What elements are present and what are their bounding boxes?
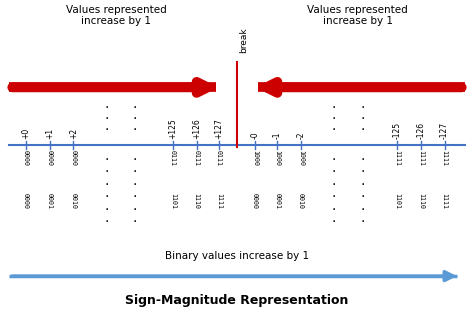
Text: 1101: 1101 [394, 193, 400, 209]
Text: 1111: 1111 [216, 193, 222, 209]
Text: +0: +0 [22, 128, 30, 139]
Text: ·: · [360, 203, 365, 217]
Text: ·: · [360, 190, 365, 204]
Text: break: break [239, 27, 248, 53]
Text: ·: · [332, 203, 337, 217]
Text: 1111: 1111 [442, 193, 447, 209]
Text: +127: +127 [215, 119, 223, 139]
Text: ·: · [360, 123, 365, 137]
Text: +1: +1 [46, 128, 54, 139]
Text: ·: · [360, 165, 365, 179]
Text: 0010: 0010 [71, 193, 76, 209]
Text: 0010: 0010 [298, 193, 304, 209]
Text: 1111: 1111 [418, 150, 424, 166]
Text: +125: +125 [169, 119, 177, 139]
Text: ·: · [104, 112, 109, 126]
Text: ·: · [104, 203, 109, 217]
Text: ·: · [104, 215, 109, 229]
Text: ·: · [332, 215, 337, 229]
Text: Sign-Magnitude Representation: Sign-Magnitude Representation [125, 294, 349, 307]
Text: 0001: 0001 [274, 193, 280, 209]
Text: ·: · [360, 153, 365, 167]
Text: 0001: 0001 [47, 193, 53, 209]
Text: ·: · [133, 203, 137, 217]
Text: 1110: 1110 [194, 193, 200, 209]
Text: ·: · [133, 215, 137, 229]
Text: ·: · [104, 153, 109, 167]
Text: ·: · [133, 190, 137, 204]
Text: 0000: 0000 [47, 150, 53, 166]
Text: -1: -1 [273, 132, 282, 139]
Text: +2: +2 [69, 128, 78, 139]
Text: 0000: 0000 [23, 150, 29, 166]
Text: ·: · [104, 123, 109, 137]
Text: ·: · [133, 101, 137, 115]
Text: 0111: 0111 [194, 150, 200, 166]
Text: 0111: 0111 [216, 150, 222, 166]
Text: -126: -126 [417, 122, 425, 139]
Text: ·: · [332, 190, 337, 204]
Text: ·: · [360, 112, 365, 126]
Text: ·: · [332, 112, 337, 126]
Text: 1000: 1000 [298, 150, 304, 166]
Text: 1000: 1000 [274, 150, 280, 166]
Text: 0000: 0000 [252, 193, 258, 209]
Text: ·: · [104, 165, 109, 179]
Text: ·: · [332, 101, 337, 115]
Text: 1101: 1101 [170, 193, 176, 209]
Text: 0000: 0000 [23, 193, 29, 209]
Text: ·: · [360, 101, 365, 115]
Text: ·: · [332, 178, 337, 192]
Text: 0111: 0111 [170, 150, 176, 166]
Text: ·: · [104, 178, 109, 192]
Text: ·: · [360, 215, 365, 229]
Text: ·: · [133, 123, 137, 137]
Text: -2: -2 [297, 132, 305, 139]
Text: 1110: 1110 [418, 193, 424, 209]
Text: +126: +126 [192, 119, 201, 139]
Text: ·: · [360, 178, 365, 192]
Text: ·: · [104, 101, 109, 115]
Text: ·: · [104, 190, 109, 204]
Text: ·: · [332, 123, 337, 137]
Text: 0000: 0000 [71, 150, 76, 166]
Text: Values represented
increase by 1: Values represented increase by 1 [66, 5, 166, 26]
Text: -0: -0 [251, 132, 259, 139]
Text: ·: · [133, 153, 137, 167]
Text: -125: -125 [393, 122, 401, 139]
Text: ·: · [133, 165, 137, 179]
Text: 1000: 1000 [252, 150, 258, 166]
Text: -127: -127 [440, 122, 449, 139]
Text: ·: · [332, 165, 337, 179]
Text: 1111: 1111 [442, 150, 447, 166]
Text: Binary values increase by 1: Binary values increase by 1 [165, 251, 309, 261]
Text: 1111: 1111 [394, 150, 400, 166]
Text: ·: · [332, 153, 337, 167]
Text: ·: · [133, 178, 137, 192]
Text: Values represented
increase by 1: Values represented increase by 1 [308, 5, 408, 26]
Text: ·: · [133, 112, 137, 126]
